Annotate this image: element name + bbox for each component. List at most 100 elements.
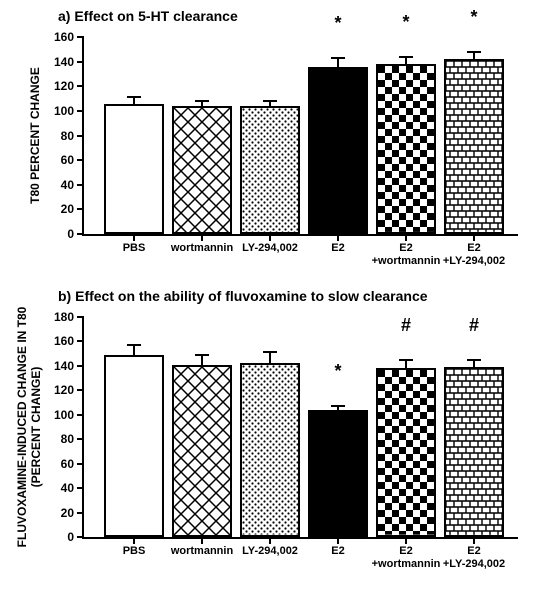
y-tick-label: 80 xyxy=(61,432,74,446)
error-bar-cap xyxy=(263,351,277,353)
category-label: PBS xyxy=(123,242,146,255)
x-tick xyxy=(201,537,203,544)
bar xyxy=(376,64,436,234)
bar xyxy=(240,106,300,234)
x-tick xyxy=(133,537,135,544)
category-label: E2+LY-294,002 xyxy=(443,242,505,267)
error-bar-cap xyxy=(195,100,209,102)
y-tick-label: 180 xyxy=(54,310,74,324)
y-tick xyxy=(77,208,84,210)
error-bar-cap xyxy=(331,57,345,59)
bar xyxy=(308,67,368,234)
panel-a-title: a) Effect on 5-HT clearance xyxy=(58,8,238,24)
error-bar xyxy=(405,57,407,64)
y-tick xyxy=(77,110,84,112)
y-tick-label: 0 xyxy=(67,530,74,544)
y-tick-label: 60 xyxy=(61,457,74,471)
y-tick xyxy=(77,512,84,514)
significance-marker: * xyxy=(334,13,341,34)
y-tick-label: 20 xyxy=(61,202,74,216)
error-bar xyxy=(473,360,475,367)
error-bar-cap xyxy=(331,405,345,407)
y-tick-label: 140 xyxy=(54,55,74,69)
error-bar-cap xyxy=(127,344,141,346)
y-tick xyxy=(77,389,84,391)
y-tick xyxy=(77,340,84,342)
y-tick-label: 120 xyxy=(54,383,74,397)
significance-marker: # xyxy=(401,315,411,336)
y-tick-label: 100 xyxy=(54,104,74,118)
x-tick xyxy=(337,537,339,544)
category-label: E2+LY-294,002 xyxy=(443,545,505,570)
bar xyxy=(376,368,436,537)
error-bar xyxy=(269,352,271,363)
significance-marker: # xyxy=(469,315,479,336)
panel-a-y-label: T80 PERCENT CHANGE xyxy=(28,37,42,234)
figure: a) Effect on 5-HT clearance T80 PERCENT … xyxy=(0,0,538,602)
y-tick xyxy=(77,365,84,367)
y-tick xyxy=(77,61,84,63)
bar xyxy=(308,410,368,537)
error-bar xyxy=(337,58,339,67)
panel-b-plot-area: 020406080100120140160180PBSwortmanninLY-… xyxy=(82,317,518,539)
y-tick xyxy=(77,36,84,38)
significance-marker: * xyxy=(470,7,477,28)
significance-marker: * xyxy=(334,361,341,382)
category-label: E2+wortmannin xyxy=(372,242,441,267)
x-tick xyxy=(133,234,135,241)
y-tick xyxy=(77,184,84,186)
bar xyxy=(172,106,232,234)
y-tick xyxy=(77,487,84,489)
y-tick-label: 0 xyxy=(67,227,74,241)
y-tick-label: 40 xyxy=(61,178,74,192)
y-tick-label: 160 xyxy=(54,30,74,44)
significance-marker: * xyxy=(402,12,409,33)
panel-b-y-label: FLUVOXAMINE-INDUCED CHANGE IN T80 (PERCE… xyxy=(15,317,43,537)
bar xyxy=(444,367,504,537)
bar xyxy=(172,365,232,537)
error-bar xyxy=(201,355,203,365)
y-tick xyxy=(77,159,84,161)
category-label: LY-294,002 xyxy=(242,242,298,255)
bar xyxy=(240,363,300,537)
error-bar xyxy=(133,345,135,355)
x-tick xyxy=(473,537,475,544)
error-bar-cap xyxy=(467,359,481,361)
error-bar-cap xyxy=(399,359,413,361)
panel-b-y-label-line1: FLUVOXAMINE-INDUCED CHANGE IN T80 xyxy=(15,307,29,548)
panel-a: a) Effect on 5-HT clearance T80 PERCENT … xyxy=(0,8,538,286)
error-bar-cap xyxy=(263,100,277,102)
y-tick-label: 80 xyxy=(61,129,74,143)
x-tick xyxy=(269,537,271,544)
y-tick xyxy=(77,316,84,318)
error-bar-cap xyxy=(467,51,481,53)
x-tick xyxy=(405,234,407,241)
y-tick-label: 120 xyxy=(54,79,74,93)
error-bar xyxy=(405,360,407,369)
y-tick-label: 60 xyxy=(61,153,74,167)
x-tick xyxy=(269,234,271,241)
panel-b-y-label-line2: (PERCENT CHANGE) xyxy=(29,367,43,488)
y-tick xyxy=(77,536,84,538)
y-tick-label: 40 xyxy=(61,481,74,495)
category-label: E2+wortmannin xyxy=(372,545,441,570)
y-tick xyxy=(77,135,84,137)
y-tick xyxy=(77,233,84,235)
panel-b-title: b) Effect on the ability of fluvoxamine … xyxy=(58,288,428,304)
panel-b: b) Effect on the ability of fluvoxamine … xyxy=(0,288,538,590)
x-tick xyxy=(201,234,203,241)
bar xyxy=(104,104,164,235)
y-tick-label: 160 xyxy=(54,334,74,348)
x-tick xyxy=(473,234,475,241)
category-label: LY-294,002 xyxy=(242,545,298,558)
y-tick xyxy=(77,414,84,416)
error-bar xyxy=(473,52,475,59)
category-label: PBS xyxy=(123,545,146,558)
y-tick xyxy=(77,85,84,87)
y-tick xyxy=(77,438,84,440)
category-label: wortmannin xyxy=(171,545,233,558)
x-tick xyxy=(337,234,339,241)
panel-a-plot-area: 020406080100120140160PBSwortmanninLY-294… xyxy=(82,37,518,236)
y-tick xyxy=(77,463,84,465)
category-label: E2 xyxy=(331,545,344,558)
